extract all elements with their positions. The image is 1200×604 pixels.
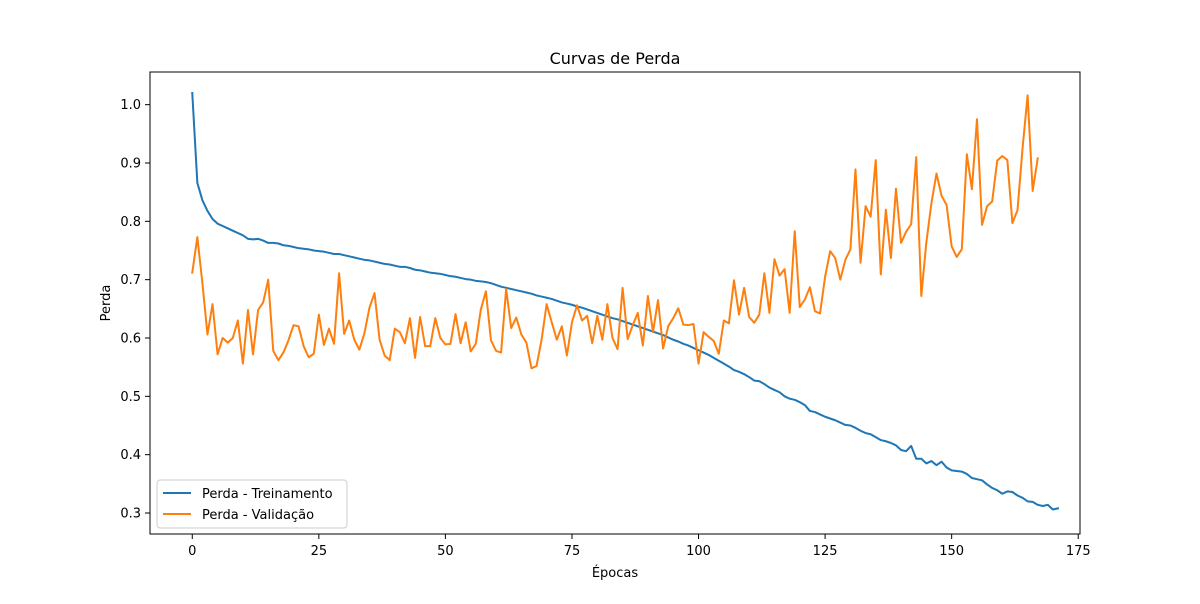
y-tick-label: 1.0 [120,98,141,113]
y-tick-label: 0.9 [120,157,141,172]
x-axis-label: Épocas [592,565,639,581]
y-tick-label: 0.7 [120,273,141,288]
legend-label-training: Perda - Treinamento [202,487,333,502]
series-layer [191,91,1060,511]
x-tick-label: 125 [813,544,838,559]
y-tick-label: 0.8 [120,215,141,230]
legend-label-validation: Perda - Validação [202,508,314,523]
x-tick-label: 150 [939,544,964,559]
x-tick-label: 0 [188,544,196,559]
chart-title: Curvas de Perda [550,49,681,68]
y-tick-label: 0.5 [120,390,141,405]
plot-frame [149,71,1081,535]
x-tick-label: 75 [564,544,581,559]
legend-box [156,479,348,529]
ticks-layer: 0 25 50 75 100 125 150 175 0.3 0.4 0.5 0.6 0.7 0.8 0.9… [120,98,1090,559]
y-axis-label: Perda [99,285,114,322]
x-tick-label: 100 [686,544,711,559]
x-tick-label: 25 [311,544,328,559]
x-tick-label: 175 [1066,544,1091,559]
x-tick-label: 50 [437,544,454,559]
y-tick-label: 0.4 [120,448,141,463]
y-tick-label: 0.3 [120,507,141,522]
validation-loss-line [191,94,1039,370]
legend: Perda - Treinamento Perda - Validação [156,479,348,529]
plot-area [150,72,1080,534]
y-tick-label: 0.6 [120,332,141,347]
